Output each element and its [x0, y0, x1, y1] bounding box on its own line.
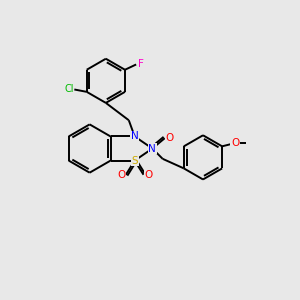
Text: N: N: [131, 131, 139, 142]
Text: N: N: [148, 143, 156, 154]
Text: O: O: [117, 170, 125, 180]
Text: Cl: Cl: [64, 84, 74, 94]
Text: O: O: [231, 138, 239, 148]
Text: F: F: [138, 59, 144, 69]
Text: O: O: [165, 133, 174, 142]
Text: S: S: [131, 156, 138, 166]
Text: O: O: [144, 170, 152, 180]
